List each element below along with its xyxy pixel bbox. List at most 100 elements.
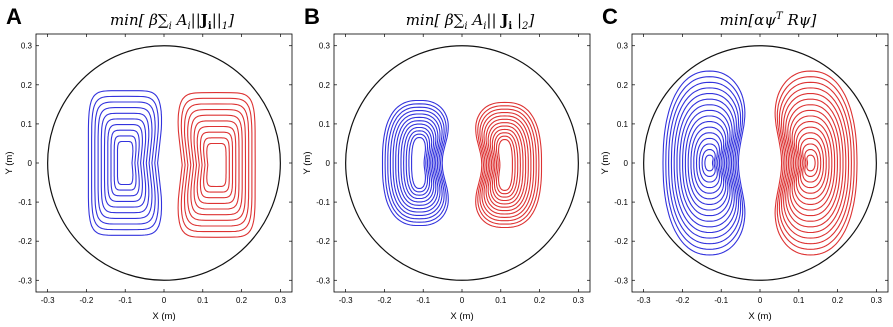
left-coil-contour <box>94 101 156 225</box>
y-tick-label: 0.1 <box>319 120 331 129</box>
left-coil-contour <box>695 137 721 189</box>
right-coil-contour <box>489 125 524 205</box>
right-coil-contour <box>793 121 833 205</box>
panel-letter: C <box>602 4 618 29</box>
right-coil-contour <box>479 108 537 222</box>
right-coil-contour <box>789 109 838 217</box>
x-tick-label: -0.2 <box>80 296 94 305</box>
right-coil-contour <box>180 97 253 233</box>
right-coil-contour <box>804 149 819 177</box>
y-tick-label: -0.1 <box>614 198 628 207</box>
coil-layer <box>345 45 579 281</box>
x-tick-label: 0.2 <box>236 296 248 305</box>
left-coil-contour <box>91 95 159 231</box>
left-coil-contour <box>684 115 729 211</box>
right-coil-contour <box>806 154 816 172</box>
x-tick-label: -0.3 <box>637 296 651 305</box>
left-coil-contour <box>400 123 435 203</box>
left-coil-contour <box>387 106 445 220</box>
y-tick-label: -0.1 <box>18 198 32 207</box>
right-coil-contour <box>774 70 858 256</box>
left-coil-contour <box>665 76 744 250</box>
right-coil-contour <box>785 98 844 228</box>
y-tick-label: -0.2 <box>316 237 330 246</box>
plot-area <box>631 33 889 293</box>
right-coil-contour <box>487 122 527 208</box>
coil-layer <box>47 45 281 281</box>
panel-letter: B <box>304 4 320 29</box>
y-tick-label: 0 <box>624 159 629 168</box>
left-coil-contour <box>384 103 447 223</box>
x-tick-label: 0.1 <box>495 296 507 305</box>
boundary-circle <box>345 45 579 281</box>
chart-title: min[ β∑i Ai||Ji||1] <box>110 11 234 32</box>
right-coil-contour <box>177 92 256 238</box>
left-coil-contour <box>673 92 737 234</box>
panel-letter: A <box>6 4 22 29</box>
chart-title: min[αψT Rψ] <box>720 11 817 29</box>
left-coil-contour <box>116 140 134 186</box>
y-tick-label: -0.2 <box>18 237 32 246</box>
x-tick-label: -0.1 <box>118 296 132 305</box>
x-tick-label: 0 <box>460 296 465 305</box>
y-tick-label: 0.3 <box>319 42 331 51</box>
x-tick-label: 0 <box>758 296 763 305</box>
x-tick-label: 0.3 <box>275 296 287 305</box>
y-tick-label: -0.3 <box>316 276 330 285</box>
x-tick-label: 0.1 <box>793 296 805 305</box>
y-tick-label: 0.3 <box>617 42 629 51</box>
x-tick-label: -0.2 <box>676 296 690 305</box>
left-coil-contour <box>704 154 714 172</box>
x-tick-label: -0.1 <box>416 296 430 305</box>
y-tick-label: 0.2 <box>319 81 331 90</box>
x-tick-label: -0.3 <box>339 296 353 305</box>
coil-layer <box>643 45 877 281</box>
right-coil-contour <box>493 132 519 198</box>
left-coil-contour <box>411 137 426 189</box>
right-coil-contour <box>778 81 852 245</box>
left-coil-contour <box>670 87 740 239</box>
left-coil-contour <box>381 99 449 227</box>
left-coil-contour <box>392 113 441 213</box>
left-coil-contour <box>679 104 733 222</box>
y-tick-label: 0.2 <box>21 81 33 90</box>
x-tick-label: 0.2 <box>534 296 546 305</box>
right-coil-contour <box>203 137 230 193</box>
y-tick-label: 0.2 <box>617 81 629 90</box>
y-tick-label: 0.3 <box>21 42 33 51</box>
x-axis-label: X (m) <box>748 311 771 322</box>
right-coil-contour <box>799 137 825 189</box>
y-tick-label: 0 <box>326 159 331 168</box>
y-tick-label: 0 <box>28 159 33 168</box>
right-coil-contour <box>783 92 847 234</box>
y-tick-label: -0.2 <box>614 237 628 246</box>
x-tick-label: 0.2 <box>832 296 844 305</box>
right-coil-contour <box>776 76 855 250</box>
x-tick-label: 0.3 <box>871 296 883 305</box>
x-tick-label: -0.2 <box>378 296 392 305</box>
right-coil-contour <box>206 142 227 188</box>
right-coil-contour <box>498 138 513 191</box>
y-tick-label: 0.1 <box>617 120 629 129</box>
x-tick-label: 0 <box>162 296 167 305</box>
left-coil-contour <box>698 143 718 183</box>
left-coil-contour <box>110 129 140 197</box>
right-coil-contour <box>199 131 234 199</box>
right-coil-contour <box>477 105 540 225</box>
right-coil-contour <box>187 109 247 221</box>
y-tick-label: -0.1 <box>316 198 330 207</box>
left-coil-contour <box>395 116 439 210</box>
left-coil-contour <box>403 126 433 200</box>
left-coil-contour <box>682 109 731 217</box>
left-coil-contour <box>389 110 443 216</box>
x-tick-label: 0.1 <box>197 296 209 305</box>
plot-area <box>35 33 293 293</box>
x-tick-label: 0.3 <box>573 296 585 305</box>
y-tick-label: -0.3 <box>18 276 32 285</box>
left-coil-contour <box>113 135 137 191</box>
left-coil-contour <box>690 126 725 200</box>
